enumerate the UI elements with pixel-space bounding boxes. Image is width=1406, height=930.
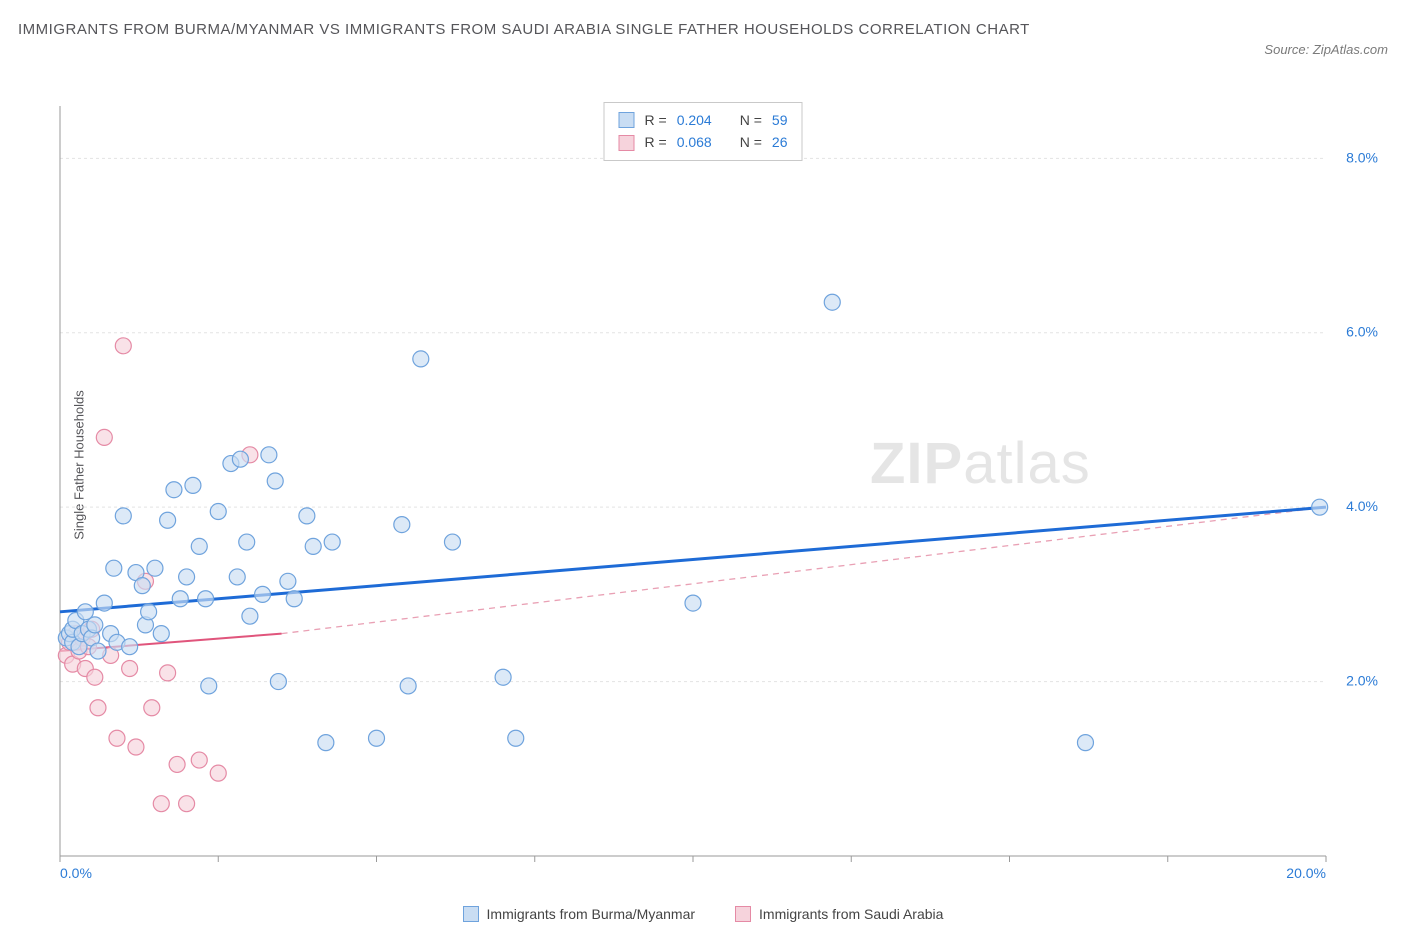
- x-tick-label: 20.0%: [1286, 865, 1326, 880]
- data-point: [305, 538, 321, 554]
- data-point: [96, 429, 112, 445]
- data-point: [90, 643, 106, 659]
- n-value-1: 59: [772, 109, 788, 131]
- data-point: [280, 573, 296, 589]
- y-tick-label: 8.0%: [1346, 149, 1378, 165]
- legend-label-2: Immigrants from Saudi Arabia: [759, 906, 943, 922]
- data-point: [191, 538, 207, 554]
- chart-title: IMMIGRANTS FROM BURMA/MYANMAR VS IMMIGRA…: [18, 18, 1030, 41]
- legend-item-2: Immigrants from Saudi Arabia: [735, 906, 943, 922]
- data-point: [191, 752, 207, 768]
- data-point: [201, 678, 217, 694]
- data-point: [270, 674, 286, 690]
- n-label-1: N =: [740, 109, 762, 131]
- trend-line-series-2-dash: [282, 507, 1326, 633]
- data-point: [324, 534, 340, 550]
- legend-label-1: Immigrants from Burma/Myanmar: [487, 906, 695, 922]
- r-label-2: R =: [645, 131, 667, 153]
- r-label-1: R =: [645, 109, 667, 131]
- data-point: [160, 665, 176, 681]
- data-point: [185, 477, 201, 493]
- data-point: [1077, 735, 1093, 751]
- data-point: [179, 796, 195, 812]
- data-point: [144, 700, 160, 716]
- data-point: [134, 578, 150, 594]
- data-point: [115, 508, 131, 524]
- bottom-legend: Immigrants from Burma/Myanmar Immigrants…: [0, 906, 1406, 922]
- legend-swatch-2: [735, 906, 751, 922]
- data-point: [179, 569, 195, 585]
- data-point: [210, 765, 226, 781]
- data-point: [210, 504, 226, 520]
- data-point: [96, 595, 112, 611]
- data-point: [198, 591, 214, 607]
- data-point: [172, 591, 188, 607]
- data-point: [141, 604, 157, 620]
- data-point: [508, 730, 524, 746]
- y-tick-label: 6.0%: [1346, 324, 1378, 340]
- data-point: [106, 560, 122, 576]
- stats-legend-box: R = 0.204 N = 59 R = 0.068 N = 26: [604, 102, 803, 161]
- n-value-2: 26: [772, 131, 788, 153]
- data-point: [400, 678, 416, 694]
- data-point: [1312, 499, 1328, 515]
- chart-container: IMMIGRANTS FROM BURMA/MYANMAR VS IMMIGRA…: [0, 0, 1406, 930]
- data-point: [122, 639, 138, 655]
- data-point: [229, 569, 245, 585]
- data-point: [413, 351, 429, 367]
- source-attribution: Source: ZipAtlas.com: [1264, 42, 1388, 57]
- data-point: [153, 626, 169, 642]
- data-point: [160, 512, 176, 528]
- data-point: [685, 595, 701, 611]
- data-point: [286, 591, 302, 607]
- legend-swatch-1: [463, 906, 479, 922]
- legend-item-1: Immigrants from Burma/Myanmar: [463, 906, 695, 922]
- data-point: [239, 534, 255, 550]
- data-point: [87, 669, 103, 685]
- y-tick-label: 2.0%: [1346, 673, 1378, 689]
- r-value-2: 0.068: [677, 131, 712, 153]
- data-point: [495, 669, 511, 685]
- swatch-series-2: [619, 135, 635, 151]
- header-row: IMMIGRANTS FROM BURMA/MYANMAR VS IMMIGRA…: [18, 18, 1388, 57]
- data-point: [128, 739, 144, 755]
- data-point: [115, 338, 131, 354]
- data-point: [109, 730, 125, 746]
- y-tick-label: 4.0%: [1346, 498, 1378, 514]
- data-point: [369, 730, 385, 746]
- data-point: [242, 608, 258, 624]
- data-point: [232, 451, 248, 467]
- data-point: [122, 661, 138, 677]
- source-value: ZipAtlas.com: [1313, 42, 1388, 57]
- data-point: [153, 796, 169, 812]
- data-point: [90, 700, 106, 716]
- data-point: [318, 735, 334, 751]
- r-value-1: 0.204: [677, 109, 712, 131]
- data-point: [255, 586, 271, 602]
- data-point: [394, 517, 410, 533]
- stats-row-series-1: R = 0.204 N = 59: [619, 109, 788, 131]
- stats-row-series-2: R = 0.068 N = 26: [619, 131, 788, 153]
- x-tick-label: 0.0%: [60, 865, 92, 880]
- n-label-2: N =: [740, 131, 762, 153]
- source-label: Source:: [1264, 42, 1309, 57]
- scatter-svg: 2.0% 4.0% 6.0% 8.0% 0.0% 20.0%: [50, 100, 1386, 880]
- data-point: [444, 534, 460, 550]
- data-point: [147, 560, 163, 576]
- data-point: [87, 617, 103, 633]
- swatch-series-1: [619, 112, 635, 128]
- data-point: [299, 508, 315, 524]
- data-point: [166, 482, 182, 498]
- data-point: [261, 447, 277, 463]
- data-point: [824, 294, 840, 310]
- data-point: [267, 473, 283, 489]
- data-point: [169, 756, 185, 772]
- plot-area: 2.0% 4.0% 6.0% 8.0% 0.0% 20.0%: [50, 100, 1386, 880]
